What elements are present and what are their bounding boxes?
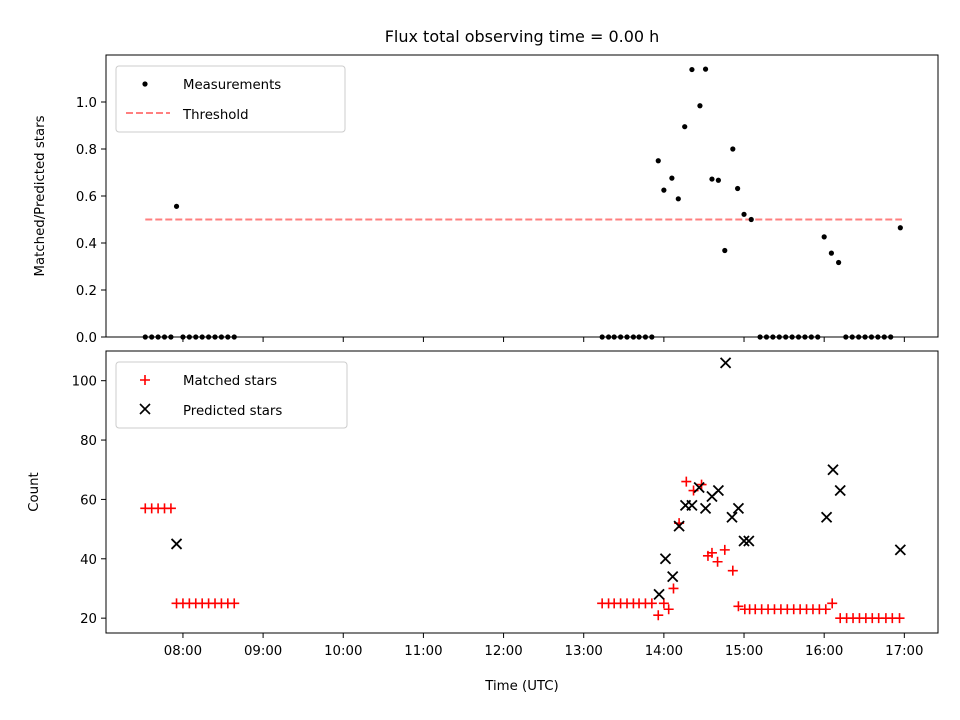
measurement-point xyxy=(682,124,688,130)
top-y-tick-label: 1.0 xyxy=(76,96,97,111)
measurement-point xyxy=(661,187,667,193)
top-y-tick-label: 0.6 xyxy=(76,190,97,205)
measurement-point xyxy=(697,103,703,109)
top-y-tick-label: 0.2 xyxy=(76,284,97,299)
top-y-tick-label: 0.4 xyxy=(76,237,97,252)
x-tick-label: 12:00 xyxy=(484,644,522,659)
measurement-point xyxy=(655,158,661,164)
predicted-star-point xyxy=(659,553,672,565)
chart-title: Flux total observing time = 0.00 h xyxy=(385,27,660,46)
measurement-point xyxy=(702,66,709,72)
matched-star-point xyxy=(646,598,657,609)
legend-predicted-label: Predicted stars xyxy=(183,404,282,419)
top-y-tick-label: 0.0 xyxy=(76,331,97,346)
predicted-star-point xyxy=(686,499,698,511)
x-tick-label: 15:00 xyxy=(725,644,763,659)
measurement-point xyxy=(675,196,681,202)
measurement-point xyxy=(897,225,903,231)
bottom-y-tick-label: 20 xyxy=(80,612,97,627)
x-tick-label: 16:00 xyxy=(805,644,843,659)
x-tick-label: 17:00 xyxy=(885,644,923,659)
predicted-star-point xyxy=(726,511,738,523)
measurement-point xyxy=(689,66,695,73)
predicted-star-point xyxy=(699,502,712,514)
predicted-star-point xyxy=(673,520,685,532)
predicted-star-point xyxy=(738,535,750,547)
bottom-legend: Matched stars Predicted stars xyxy=(115,361,348,429)
top-y-tick-label: 0.8 xyxy=(76,143,97,158)
matched-star-point xyxy=(706,547,717,558)
legend-measurements-marker xyxy=(142,81,148,87)
measurement-point xyxy=(828,250,834,256)
measurement-point xyxy=(821,234,827,240)
bottom-y-tick-label: 40 xyxy=(80,553,97,568)
matched-star-point xyxy=(719,544,730,555)
x-tick-label: 14:00 xyxy=(645,644,683,659)
bottom-x-axis: 08:00 09:00 10:00 11:00 12:00 13:00 14:00 15:00… xyxy=(164,633,923,659)
x-tick-label: 11:00 xyxy=(404,644,442,659)
bottom-y-tick-label: 100 xyxy=(72,375,97,390)
x-tick-label: 10:00 xyxy=(324,644,362,659)
x-axis-label: Time (UTC) xyxy=(484,679,559,694)
matched-star-point xyxy=(712,556,723,567)
bottom-y-axis-label: Count xyxy=(27,472,42,512)
predicted-star-point xyxy=(827,464,839,476)
matched-star-point xyxy=(165,503,176,514)
legend-matched-label: Matched stars xyxy=(183,374,277,389)
legend-matched-marker xyxy=(140,375,150,385)
predicted-star-point xyxy=(820,511,833,523)
measurement-point xyxy=(730,146,736,152)
x-tick-label: 08:00 xyxy=(164,644,202,659)
matched-star-point xyxy=(727,565,738,576)
matched-star-point xyxy=(653,610,664,621)
bottom-y-tick-label: 60 xyxy=(80,493,97,508)
measurement-point xyxy=(836,259,842,266)
legend-predicted-marker xyxy=(139,403,151,415)
matched-star-point xyxy=(658,598,669,609)
bottom-panel: 20 40 60 80 100 08:00 09:00 10:00 11:00 12:00 13:… xyxy=(27,350,939,659)
matched-star-point xyxy=(820,604,831,615)
x-tick-label: 09:00 xyxy=(244,644,282,659)
matched-star-point xyxy=(668,583,679,594)
top-panel: 0.0 0.2 0.4 0.6 0.8 1.0 Matched/Predicted sta… xyxy=(33,54,939,346)
matched-star-point xyxy=(827,598,838,609)
bottom-y-axis: 20 40 60 80 100 xyxy=(72,375,106,627)
matched-star-point xyxy=(894,613,905,624)
matched-star-point xyxy=(681,476,692,487)
measurement-point xyxy=(173,203,180,209)
predicted-star-point xyxy=(732,502,745,514)
bottom-legend-box xyxy=(115,361,348,429)
legend-threshold-label: Threshold xyxy=(182,108,249,123)
measurement-point xyxy=(722,247,728,254)
measurement-point xyxy=(715,177,721,183)
predicted-star-point xyxy=(712,484,725,497)
bottom-axes-frame xyxy=(105,350,939,634)
measurement-point xyxy=(748,216,754,223)
predicted-star-point xyxy=(894,544,906,556)
top-y-axis-label: Matched/Predicted stars xyxy=(33,115,48,276)
predicted-star-point xyxy=(743,535,755,547)
predicted-star-point xyxy=(834,484,846,497)
matched-star-point xyxy=(663,604,674,615)
bottom-y-tick-label: 80 xyxy=(80,434,97,449)
top-x-axis xyxy=(182,337,905,342)
top-y-axis: 0.0 0.2 0.4 0.6 0.8 1.0 xyxy=(76,96,106,346)
predicted-star-point xyxy=(719,357,732,369)
measurement-point xyxy=(741,211,747,217)
measurement-point xyxy=(735,185,741,192)
measurement-point xyxy=(669,175,675,181)
predicted-star-point xyxy=(693,481,705,494)
predicted-star-point xyxy=(170,538,183,550)
predicted-star-point xyxy=(667,570,679,583)
measurement-point xyxy=(709,176,715,182)
x-tick-label: 13:00 xyxy=(565,644,603,659)
legend-measurements-label: Measurements xyxy=(183,78,281,93)
matched-star-point xyxy=(733,601,744,612)
matched-star-point xyxy=(229,598,240,609)
bottom-marks xyxy=(140,357,906,624)
predicted-star-point xyxy=(653,588,665,601)
top-legend: Measurements Threshold xyxy=(115,65,346,133)
top-legend-box xyxy=(115,65,346,133)
